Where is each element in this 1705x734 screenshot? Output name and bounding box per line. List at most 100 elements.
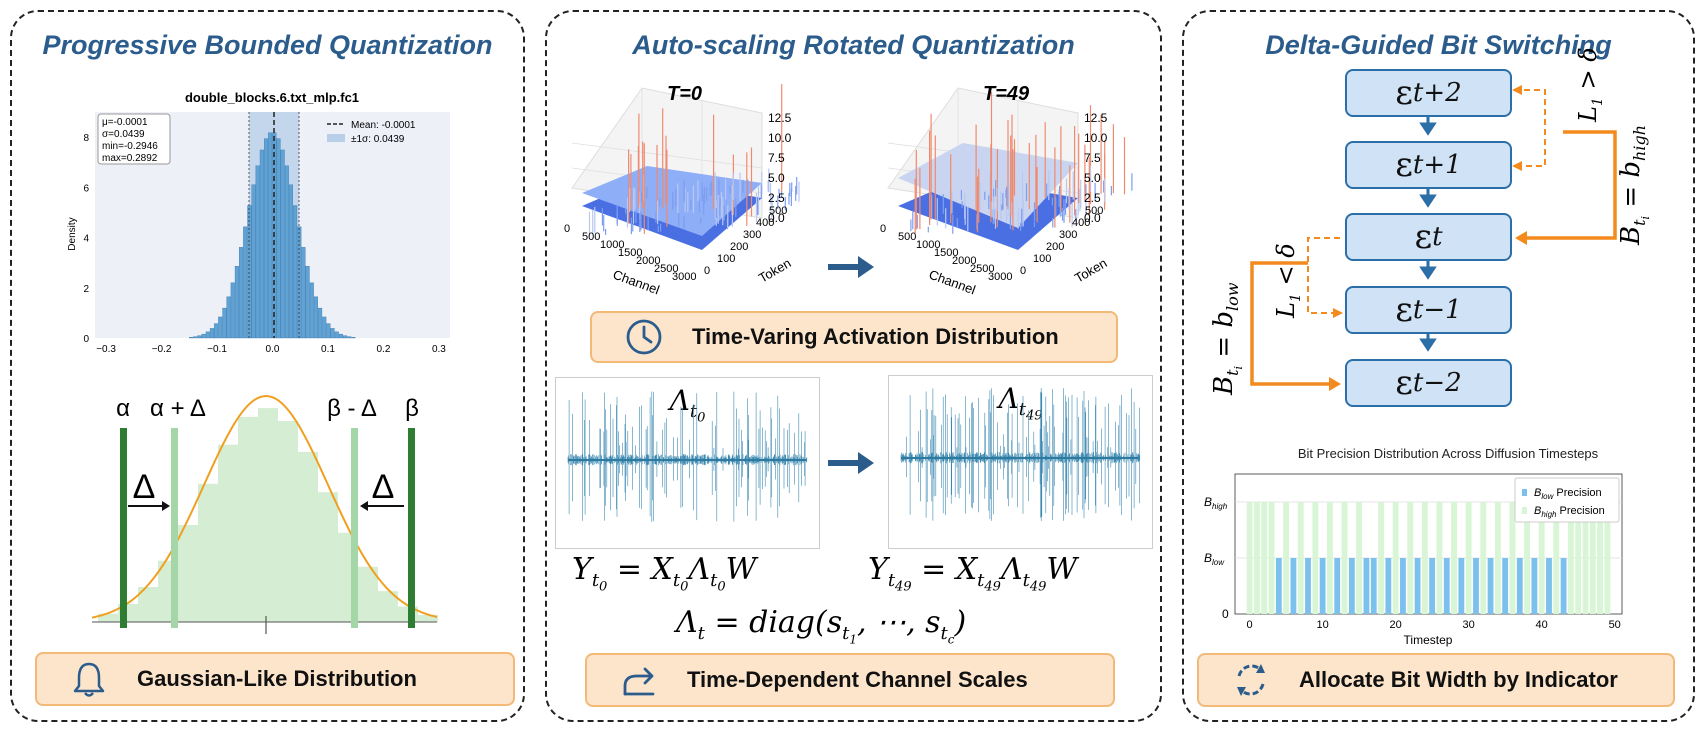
middle-panel: Auto-scaling Rotated Quantization bbox=[545, 10, 1162, 722]
bit-bar-high bbox=[1553, 502, 1560, 614]
right-panel-title: Delta-Guided Bit Switching bbox=[1265, 30, 1612, 60]
histogram-bar bbox=[239, 247, 244, 339]
equation-y-t49: Yt49 = Xt49Λt49W bbox=[868, 552, 1078, 595]
surface-t49-token-label: Token bbox=[1072, 255, 1110, 285]
stat-sigma: σ=0.0439 bbox=[102, 129, 145, 140]
histogram-bar bbox=[234, 266, 239, 339]
surface-token-tick: 400 bbox=[756, 217, 774, 229]
gaussian-step-bar bbox=[298, 451, 318, 622]
surface-token-tick: 0 bbox=[1020, 265, 1026, 277]
surface-z-tick: 12.5 bbox=[768, 111, 792, 125]
caption-activation: Time-Varing Activation Distribution bbox=[590, 311, 1118, 363]
bit-bar-high bbox=[1261, 502, 1268, 614]
histogram-bar bbox=[230, 282, 235, 339]
bit-bar-high bbox=[1604, 502, 1611, 614]
surface-channel-tick: 0 bbox=[564, 223, 570, 235]
legend-low-swatch bbox=[1522, 489, 1527, 496]
middle-panel-title: Auto-scaling Rotated Quantization bbox=[632, 30, 1075, 60]
surface-z-tick: 0.0 bbox=[1084, 211, 1101, 225]
histogram-x-ticks: −0.3 −0.2 −0.1 0.0 0.1 0.2 0.3 bbox=[96, 344, 446, 355]
histogram-bar bbox=[268, 132, 273, 339]
bit-bar-high bbox=[1567, 502, 1574, 614]
histogram-bar bbox=[243, 226, 248, 339]
surface-z-tick: 2.5 bbox=[1084, 191, 1101, 205]
surface-t0-token-label: Token bbox=[756, 255, 794, 285]
histogram-bar bbox=[201, 333, 206, 339]
surface-z-tick: 5.0 bbox=[1084, 171, 1101, 185]
caption-allocate: Allocate Bit Width by Indicator bbox=[1197, 653, 1675, 707]
bit-bar-low bbox=[1429, 558, 1436, 614]
histogram-y-tick: 4 bbox=[83, 234, 89, 245]
cond-low-label: L1 < δ bbox=[1272, 243, 1304, 318]
gaussian-step-bar bbox=[258, 408, 278, 622]
bit-bar-high bbox=[1341, 502, 1348, 614]
left-panel: Progressive Bounded Quantization bbox=[10, 10, 525, 722]
bit-chart-x-tick: 20 bbox=[1390, 619, 1402, 631]
bit-bar-high bbox=[1392, 502, 1399, 614]
gaussian-step-bar bbox=[198, 483, 218, 622]
bit-bar-high bbox=[1597, 502, 1604, 614]
surface-token-tick: 300 bbox=[743, 229, 761, 241]
histogram-y-label: Density bbox=[67, 217, 78, 250]
legend-low-label: Blow Precision bbox=[1534, 487, 1602, 501]
histogram-bar bbox=[251, 184, 256, 339]
equation-diag: Λt = diag(st1, ⋯, stc) bbox=[676, 605, 967, 647]
bit-bar-low bbox=[1348, 558, 1355, 614]
histogram-bar bbox=[288, 184, 294, 339]
histogram-bar bbox=[326, 323, 331, 339]
bounded-gaussian-diagram: α α + Δ β - Δ β Δ Δ bbox=[92, 394, 438, 634]
histogram-bar bbox=[322, 316, 327, 339]
histogram-title: double_blocks.6.txt_mlp.fc1 bbox=[185, 90, 359, 105]
stats-box bbox=[97, 113, 171, 165]
bit-bar-low bbox=[1560, 558, 1567, 614]
bit-chart-x-tick: 0 bbox=[1247, 619, 1253, 631]
bit-bar-low bbox=[1531, 558, 1538, 614]
histogram-bar bbox=[222, 307, 227, 339]
surface-plot-t49: T=49 0.02.55.07.510.012.5 05001000150020… bbox=[880, 83, 1133, 297]
bit-bar-high bbox=[1253, 502, 1260, 614]
histogram-bar bbox=[189, 336, 194, 339]
gaussian-step-bar bbox=[138, 587, 158, 622]
surface-z-tick: 12.5 bbox=[1084, 111, 1108, 125]
cond-low-loop bbox=[1307, 237, 1340, 314]
histogram-bar bbox=[259, 149, 264, 339]
alpha-label: α bbox=[116, 395, 130, 422]
bit-bar-low bbox=[1516, 558, 1523, 614]
histogram-bars bbox=[189, 132, 356, 339]
surface-token-tick: 500 bbox=[1085, 205, 1103, 217]
histogram-bar bbox=[305, 266, 310, 339]
bit-bar-low bbox=[1370, 558, 1377, 614]
bit-bar-high bbox=[1327, 502, 1333, 614]
bit-bar-low bbox=[1546, 558, 1552, 614]
surface-plot-t0: T=0 0.02.55.07.510.012.5 050010001500200… bbox=[564, 83, 800, 297]
cond-high-loop bbox=[1516, 89, 1546, 167]
histogram-x-tick: −0.2 bbox=[152, 344, 172, 355]
alpha-bound bbox=[120, 428, 127, 628]
surface-t49-label: T=49 bbox=[983, 83, 1030, 105]
histogram-x-tick: 0.3 bbox=[432, 344, 446, 355]
node-eps-t-minus-2: ε t−2 bbox=[1345, 359, 1512, 407]
bit-bar-low bbox=[1458, 558, 1465, 614]
cond-low-arrowhead bbox=[1333, 308, 1343, 318]
node-eps-t-minus-1: ε t−1 bbox=[1345, 286, 1512, 334]
histogram-bar bbox=[205, 331, 210, 339]
surface-token-tick: 400 bbox=[1072, 217, 1090, 229]
bit-bar-high bbox=[1421, 502, 1428, 614]
surface-token-tick: 100 bbox=[1033, 253, 1051, 265]
surface-z-tick: 10.0 bbox=[1084, 131, 1108, 145]
bit-bar-high bbox=[1407, 502, 1414, 614]
cond-high-arrowhead-bottom bbox=[1512, 161, 1522, 171]
legend-sigma-label: ±1σ: 0.0439 bbox=[351, 134, 405, 145]
bit-chart-x-tick: 10 bbox=[1316, 619, 1328, 631]
alpha-plus-delta-label: α + Δ bbox=[150, 395, 206, 422]
bit-chart-title: Bit Precision Distribution Across Diffus… bbox=[1298, 446, 1599, 461]
surface-channel-tick: 3000 bbox=[672, 271, 696, 283]
delta-left-label: Δ bbox=[133, 468, 156, 506]
bit-chart-xlabel: Timestep bbox=[1404, 633, 1453, 647]
histogram-bar bbox=[301, 247, 306, 339]
bit-bar-low bbox=[1305, 558, 1311, 614]
refresh-icon bbox=[1237, 664, 1265, 696]
histogram-bar bbox=[209, 328, 214, 339]
